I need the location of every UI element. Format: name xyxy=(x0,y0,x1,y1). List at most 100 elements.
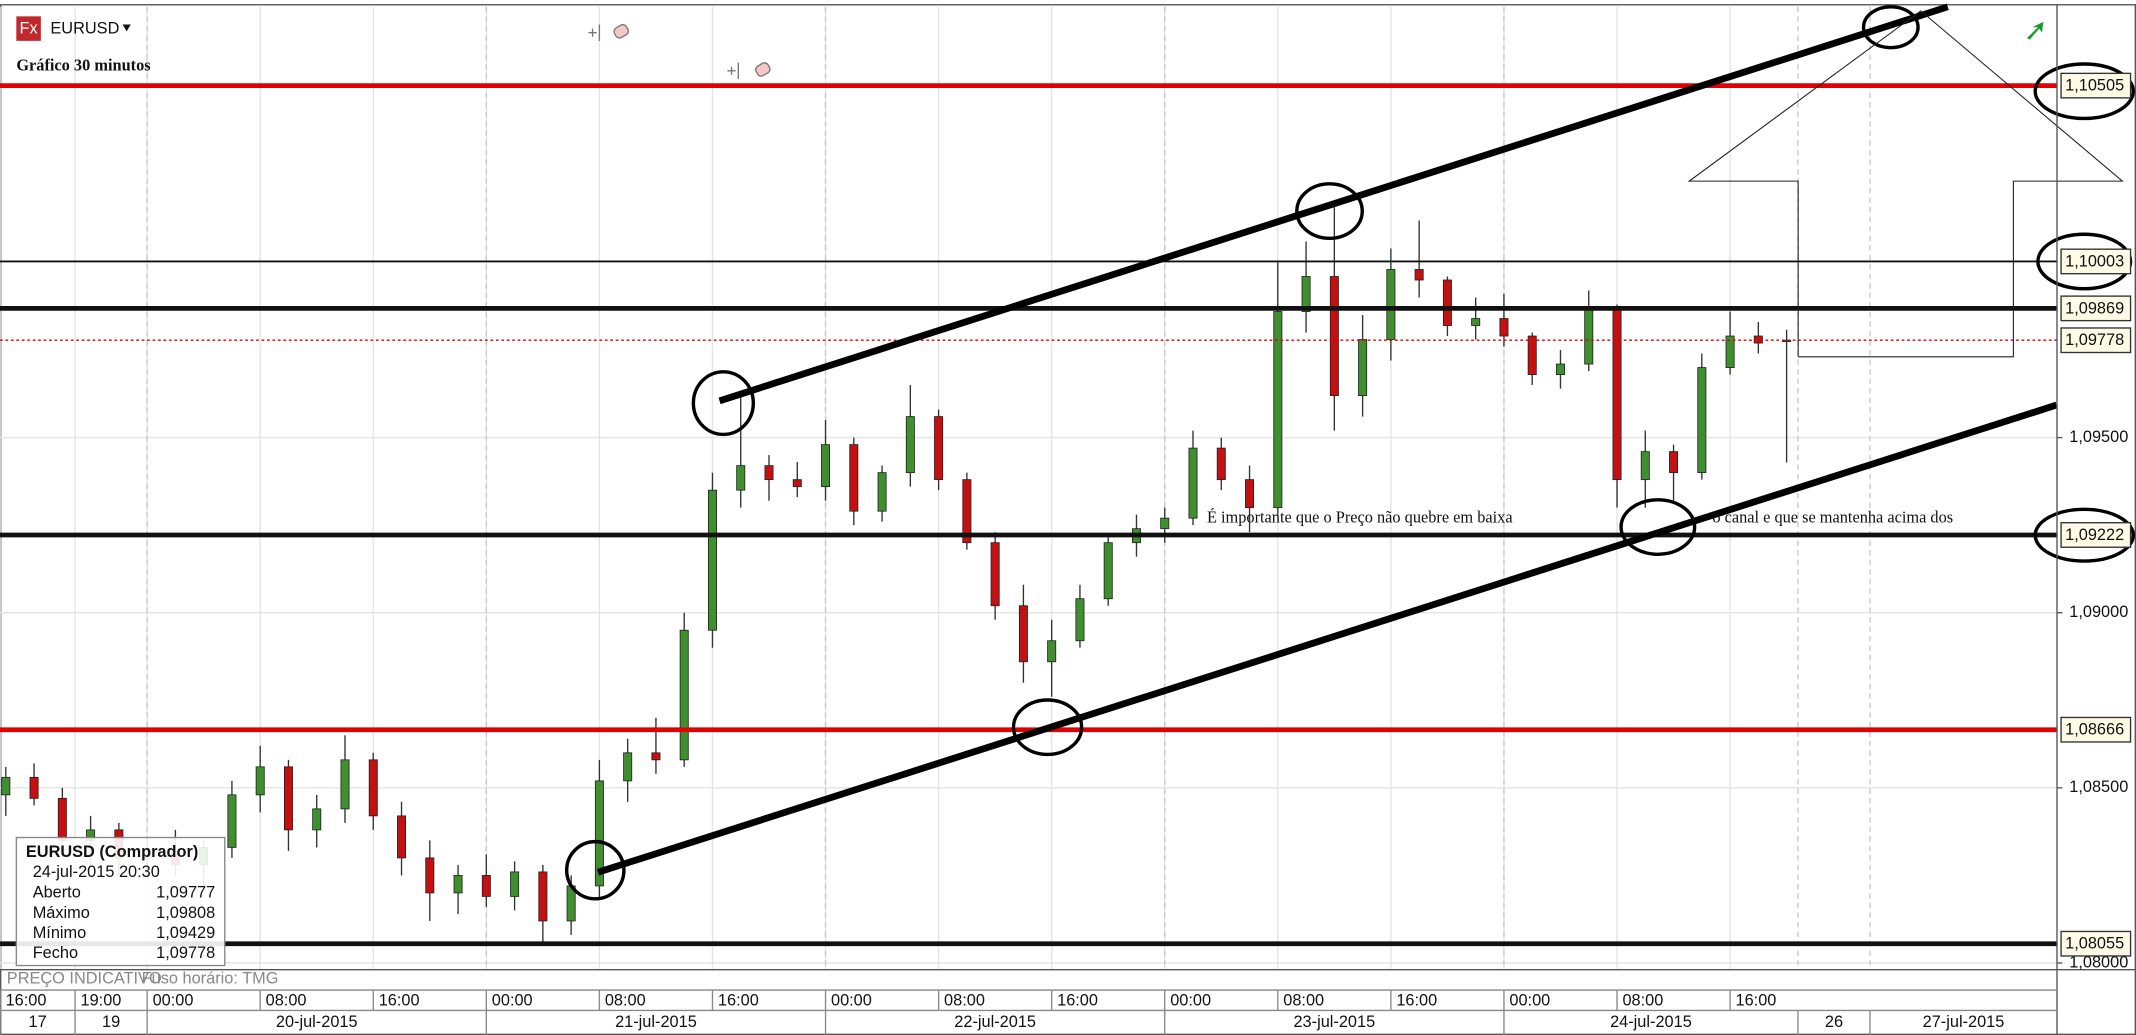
level-label: 1,09778 xyxy=(2065,331,2124,349)
date-label: 26 xyxy=(1825,1013,1843,1031)
eraser-icon[interactable] xyxy=(754,61,771,77)
candle-body xyxy=(1414,269,1424,281)
annotation: o canal e que se mantenha acima dos xyxy=(1712,508,1953,527)
candle-body xyxy=(340,759,350,810)
level-label: 1,10003 xyxy=(2065,252,2124,270)
y-tick-label: 1,09000 xyxy=(2069,603,2128,621)
level-label: 1,08666 xyxy=(2065,721,2124,739)
x-tick-label: 00:00 xyxy=(492,991,533,1009)
info-box-frame xyxy=(15,836,226,967)
fx-icon xyxy=(16,16,41,41)
x-tick-label: 16:00 xyxy=(6,991,47,1009)
level-label: 1,08055 xyxy=(2065,935,2124,953)
candle-body xyxy=(594,780,604,887)
candle-body xyxy=(1753,335,1763,344)
eraser-icon[interactable] xyxy=(613,23,630,39)
candle-body xyxy=(312,808,322,831)
y-tick-label: 1,08000 xyxy=(2069,953,2128,971)
symbol[interactable]: EURUSD xyxy=(50,20,119,38)
y-tick-label: 1,09500 xyxy=(2069,428,2128,446)
x-tick-label: 16:00 xyxy=(718,991,759,1009)
timezone: Fuso horário: TMG xyxy=(142,969,279,987)
level-label-box xyxy=(2060,522,2132,548)
candle-body xyxy=(1527,335,1537,375)
info-value: 1,09429 xyxy=(156,924,215,942)
x-tick-label: 16:00 xyxy=(1736,991,1777,1009)
circle xyxy=(2033,62,2135,121)
level-label-box xyxy=(2060,248,2132,275)
candle-body xyxy=(255,766,265,796)
candle-body xyxy=(651,752,661,761)
info-rows: Aberto 1,09777 Máximo 1,09808 Mínimo 1,09429 F… xyxy=(33,884,216,962)
candle-body xyxy=(1273,311,1283,509)
candle-body xyxy=(990,542,1000,607)
date-label: 19 xyxy=(102,1013,120,1031)
candle-body xyxy=(934,416,944,481)
candle-body xyxy=(736,465,746,491)
x-tick-label: 08:00 xyxy=(1622,991,1663,1009)
candle-body xyxy=(792,479,802,488)
candle-body xyxy=(1499,318,1509,337)
circle-annotations xyxy=(564,5,2135,901)
arrow-sketch xyxy=(1687,10,2124,358)
tool-icons[interactable] xyxy=(588,23,771,79)
candle-body xyxy=(1160,517,1170,530)
annotation: É importante que o Preço não quebre em b… xyxy=(1207,508,1513,527)
x-tick-label: 00:00 xyxy=(831,991,872,1009)
circle xyxy=(691,370,756,437)
candle-body xyxy=(1188,447,1198,519)
level-label-box xyxy=(2060,716,2132,743)
arrow-outline xyxy=(1687,10,2124,358)
candle-body xyxy=(1047,640,1057,663)
x-tick-label: 00:00 xyxy=(1170,991,1211,1009)
trend-icon[interactable] xyxy=(2027,21,2044,40)
candle-body xyxy=(368,759,378,817)
candle-body xyxy=(1640,451,1650,481)
info-label: Máximo xyxy=(33,904,90,922)
date-label: 27-jul-2015 xyxy=(1923,1013,2005,1031)
candle-body xyxy=(1442,279,1452,326)
date-label: 17 xyxy=(29,1013,47,1031)
candle-body xyxy=(481,875,491,897)
candle-body xyxy=(1386,269,1396,340)
candle-body xyxy=(821,444,831,488)
info-value: 1,09808 xyxy=(156,904,215,922)
info-value: 1,09778 xyxy=(156,944,215,962)
candle-body xyxy=(849,444,859,512)
info-label: Aberto xyxy=(33,884,81,902)
x-tick-label: 00:00 xyxy=(153,991,194,1009)
candle-body xyxy=(1584,307,1594,365)
candle-body xyxy=(57,797,67,841)
candle-body xyxy=(510,871,520,897)
x-tick-label: 16:00 xyxy=(379,991,420,1009)
trend-line xyxy=(718,3,1949,405)
candle-body xyxy=(397,815,407,859)
level-label-box xyxy=(2060,72,2132,99)
info-label: Fecho xyxy=(33,944,78,962)
candle-body xyxy=(1075,598,1085,642)
candle-body xyxy=(1,776,11,796)
candle-body xyxy=(1669,451,1679,474)
tool-icon[interactable] xyxy=(727,62,740,79)
plot xyxy=(0,3,2058,947)
date-label: 22-jul-2015 xyxy=(954,1013,1036,1031)
dropdown-arrow[interactable] xyxy=(122,24,131,32)
candle-body xyxy=(1216,447,1226,481)
level-label-box xyxy=(2060,930,2132,957)
tool-icon[interactable] xyxy=(588,24,601,41)
level-label: 1,09222 xyxy=(2065,526,2124,544)
candle-body xyxy=(707,489,717,631)
x-tick-label: 16:00 xyxy=(1057,991,1098,1009)
candle-body xyxy=(1612,307,1622,481)
candle-body xyxy=(623,752,633,782)
candle-body xyxy=(1301,276,1311,312)
candle-body xyxy=(679,629,689,761)
candle-body xyxy=(538,871,548,922)
x-tick-label: 08:00 xyxy=(266,991,307,1009)
date-label: 21-jul-2015 xyxy=(615,1013,697,1031)
candle-body xyxy=(453,875,463,894)
level-label: 1,10505 xyxy=(2065,77,2124,95)
info-label: Mínimo xyxy=(33,924,87,942)
